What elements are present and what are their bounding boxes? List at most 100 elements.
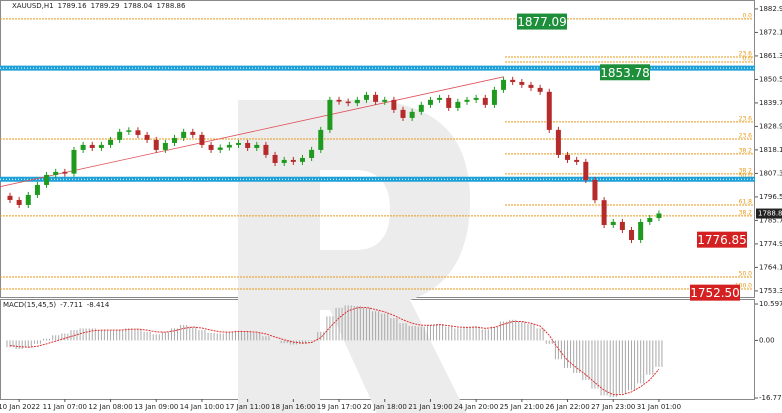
x-tick-label: 13 Jan 09:00 (134, 403, 178, 411)
last-price-label: 1788.86 (758, 210, 782, 218)
candle-body (400, 109, 406, 118)
candle-body (354, 99, 360, 104)
ohlc-value: 1789.16 (58, 2, 87, 10)
candle-body (656, 213, 662, 219)
candle-body (327, 99, 333, 130)
ohlc-value: 1788.86 (156, 2, 185, 10)
candle-body (409, 111, 415, 118)
fib-label: 100.0 (735, 282, 752, 289)
candle-body (281, 159, 287, 163)
candle-body (62, 171, 68, 174)
candle-body (162, 142, 168, 150)
candle-body (208, 144, 214, 150)
candle-body (437, 97, 443, 100)
candle-body (226, 144, 232, 148)
y-tick-label: 1796.50 (759, 193, 782, 201)
y-tick-label: 1861.30 (759, 52, 782, 60)
candle-body (464, 99, 470, 102)
candle-body (528, 84, 534, 88)
candle-body (135, 130, 141, 135)
ohlc-value: 1788.04 (124, 2, 153, 10)
candle-body (117, 131, 123, 140)
price-box-label: 1776.85 (697, 233, 747, 247)
price-box (517, 13, 567, 30)
candle-body (299, 157, 305, 162)
fib-label: 23.6 (739, 133, 753, 140)
y-tick-label: 1882.90 (759, 5, 782, 13)
x-tick-label: 20 Jan 18:00 (363, 403, 407, 411)
fib-label: 61.8 (739, 198, 753, 205)
candle-body (336, 99, 342, 102)
fib-label: 50.0 (739, 172, 753, 179)
x-tick-label: 17 Jan 11:00 (225, 403, 269, 411)
candle-body (80, 144, 86, 150)
candle-body (363, 94, 369, 100)
x-tick-label: 31 Jan 01:00 (637, 403, 681, 411)
candle-body (574, 159, 580, 162)
candle-body (272, 154, 278, 163)
candle-body (126, 130, 132, 132)
price-box-label: 1752.50 (690, 286, 740, 300)
candle-body (25, 194, 31, 205)
candle-body (555, 129, 561, 155)
fib-label: 38.2 (739, 209, 753, 216)
candle-body (7, 195, 13, 200)
candle-body (245, 142, 251, 148)
fib-label: 38.2 (739, 167, 753, 174)
candle-body (190, 131, 196, 135)
x-tick-label: 11 Jan 07:00 (43, 403, 87, 411)
candle-body (629, 229, 635, 240)
candle-body (601, 200, 607, 225)
x-tick-label: 24 Jan 20:00 (454, 403, 498, 411)
candle-body (510, 79, 516, 83)
candle-body (318, 129, 324, 150)
candle-body (592, 179, 598, 201)
candle-body (153, 139, 159, 150)
macd-header: MACD(15,45,5) -7.711 -8.414 (3, 301, 110, 309)
candle-body (71, 149, 77, 174)
fib-label: 50.0 (739, 270, 753, 277)
candle-body (309, 149, 315, 158)
y-tick-label: 1807.30 (759, 169, 782, 177)
candle-body (172, 137, 178, 143)
candle-body (98, 144, 104, 148)
fib-label: 0.0 (742, 56, 752, 63)
candle-body (236, 142, 241, 145)
signal-line (9, 306, 660, 396)
x-tick-label: 10 Jan 2022 (0, 403, 40, 411)
candle-body (647, 218, 653, 222)
x-tick-label: 26 Jan 22:00 (545, 403, 589, 411)
trendline (0, 76, 504, 188)
x-tick-label: 12 Jan 08:00 (88, 403, 132, 411)
price-box (690, 284, 740, 301)
candle-body (491, 89, 497, 105)
y-tick-label: 1774.90 (759, 240, 782, 248)
price-box (600, 64, 650, 81)
ohlc-value: 1789.29 (91, 2, 120, 10)
candle-body (519, 82, 525, 85)
candle-body (619, 221, 625, 230)
candle-body (391, 99, 397, 110)
y-tick-label: 1753.30 (759, 287, 782, 295)
candle-body (418, 104, 424, 112)
x-tick-label: 27 Jan 23:00 (591, 403, 635, 411)
y-tick-label: 1764.10 (759, 263, 782, 271)
candle-body (254, 144, 260, 148)
candle-body (34, 184, 40, 195)
price-box (697, 231, 747, 248)
y-tick-label: 1872.10 (759, 28, 782, 36)
y-tick-label: 10.597 (759, 300, 782, 308)
x-tick-label: 19 Jan 17:00 (317, 403, 361, 411)
candle-body (546, 91, 552, 130)
candle-body (638, 221, 644, 240)
y-tick-label: -16.775 (759, 394, 782, 402)
candle-body (44, 174, 50, 185)
x-tick-label: 25 Jan 21:00 (500, 403, 544, 411)
candle-body (290, 159, 296, 162)
candle-body (583, 161, 589, 180)
price-box-label: 1853.78 (600, 66, 650, 80)
symbol: XAUUSD,H1 (12, 2, 54, 10)
candle-body (501, 79, 507, 90)
